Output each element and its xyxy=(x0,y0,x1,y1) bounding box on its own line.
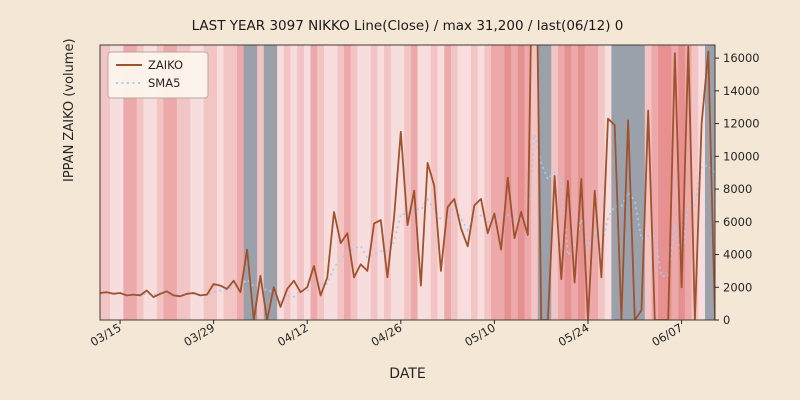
svg-text:04/12: 04/12 xyxy=(275,320,311,349)
svg-text:0: 0 xyxy=(723,313,730,327)
y-tick-labels: 0 2000 4000 6000 8000 10000 12000 14000 16000 xyxy=(715,51,760,327)
chart-title: LAST YEAR 3097 NIKKO Line(Close) / max 3… xyxy=(191,18,624,34)
svg-text:03/29: 03/29 xyxy=(181,320,217,349)
legend-sma5-label: SMA5 xyxy=(148,76,180,90)
svg-text:8000: 8000 xyxy=(723,182,752,196)
background-bands xyxy=(100,45,715,320)
x-axis-label: DATE xyxy=(389,366,426,382)
svg-text:2000: 2000 xyxy=(723,280,752,294)
svg-text:06/07: 06/07 xyxy=(649,320,685,349)
svg-text:14000: 14000 xyxy=(723,84,760,98)
x-tick-labels: 03/15 03/29 04/12 04/26 05/10 05/24 06/07 xyxy=(88,320,685,349)
svg-text:16000: 16000 xyxy=(723,51,760,65)
legend-zaiko-label: ZAIKO xyxy=(148,58,183,72)
svg-text:12000: 12000 xyxy=(723,117,760,131)
svg-text:05/10: 05/10 xyxy=(462,320,498,349)
svg-text:6000: 6000 xyxy=(723,215,752,229)
plot-border xyxy=(99,44,716,321)
svg-text:03/15: 03/15 xyxy=(88,320,124,349)
svg-text:10000: 10000 xyxy=(723,149,760,163)
legend: ZAIKO SMA5 xyxy=(107,51,209,99)
zaiko-line xyxy=(100,45,715,320)
svg-text:05/24: 05/24 xyxy=(556,320,592,349)
svg-text:4000: 4000 xyxy=(723,248,752,262)
svg-text:04/26: 04/26 xyxy=(369,320,405,349)
